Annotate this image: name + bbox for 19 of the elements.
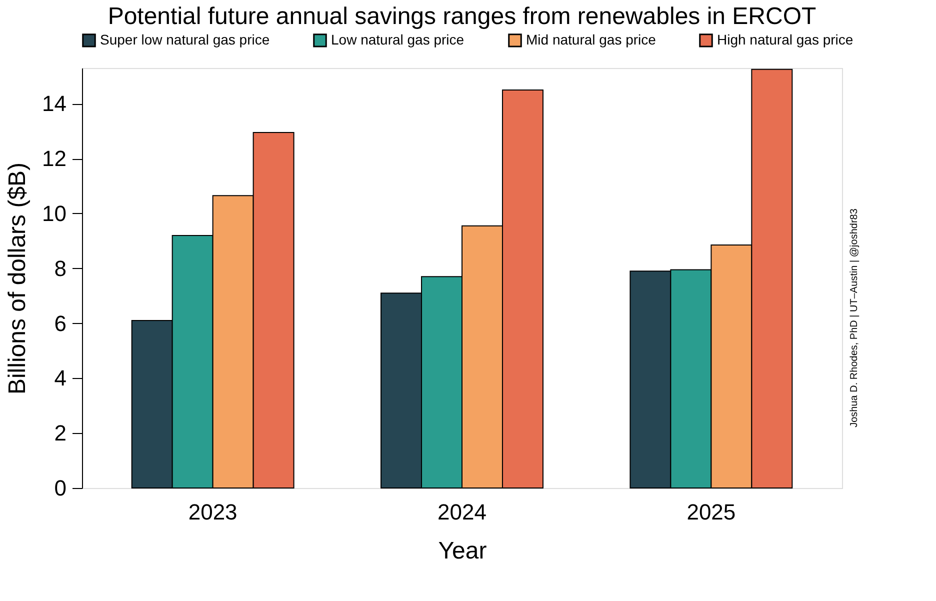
x-tick-label: 2025 xyxy=(686,500,736,524)
x-tick-label: 2024 xyxy=(438,500,486,524)
legend-label: High natural gas price xyxy=(717,31,854,48)
y-tick-label: 0 xyxy=(54,476,66,500)
legend-label: Low natural gas price xyxy=(331,31,464,48)
y-axis-title: Billions of dollars ($B) xyxy=(4,162,32,395)
y-tick-label: 10 xyxy=(42,200,66,226)
x-axis-title: Year xyxy=(438,538,487,564)
y-tick-label: 4 xyxy=(54,366,66,391)
chart-title: Potential future annual savings ranges from renewables in ERCOT xyxy=(108,3,817,30)
text: Joshua D. Rhodes, PhD | UT–Austin | @joshdr83 xyxy=(849,208,860,428)
legend-label: Mid natural gas price xyxy=(526,31,656,48)
x-tick-label: 2023 xyxy=(188,500,238,524)
y-tick-label: 14 xyxy=(42,91,66,116)
legend-label: Super low natural gas price xyxy=(100,31,270,48)
y-tick-label: 8 xyxy=(54,256,66,281)
y-tick-label: 6 xyxy=(54,310,66,336)
y-tick-label: 2 xyxy=(54,420,66,446)
y-tick-label: 12 xyxy=(42,146,66,172)
